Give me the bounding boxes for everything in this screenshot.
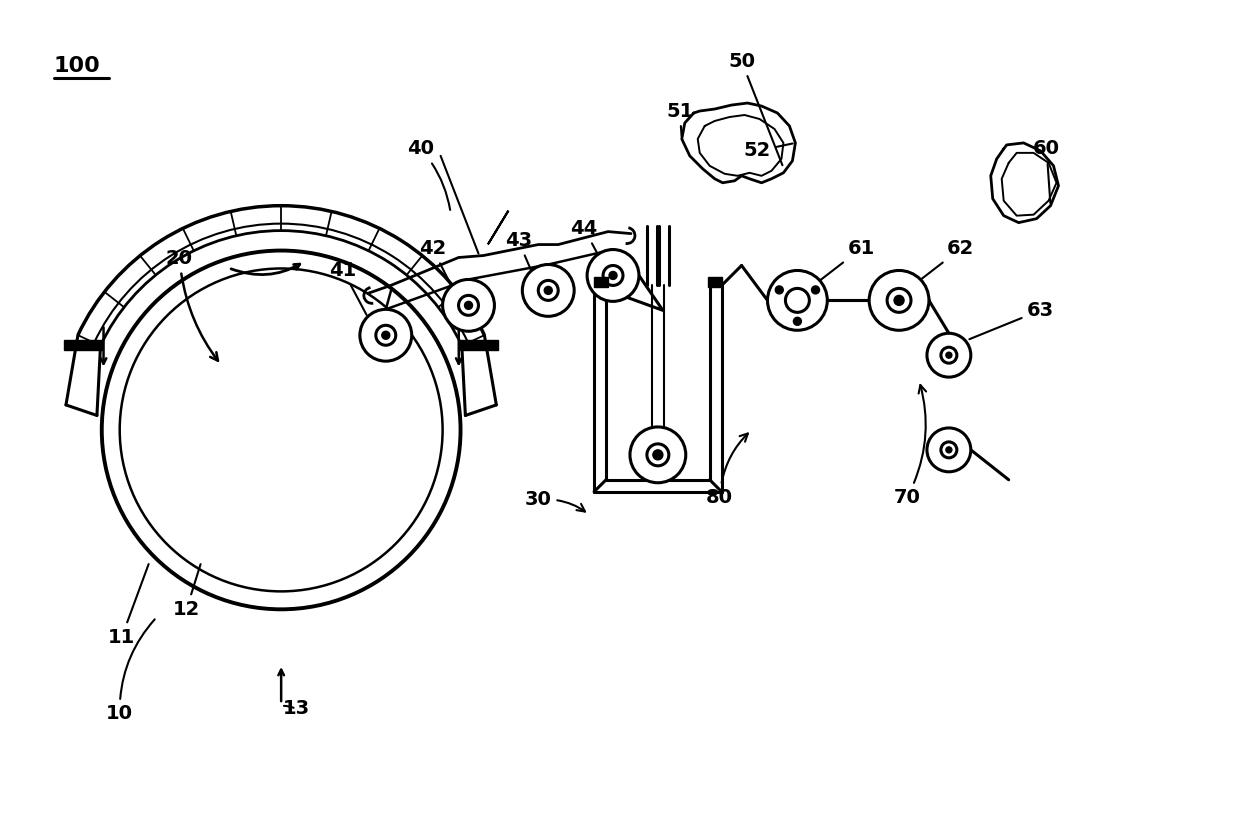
Circle shape (587, 250, 639, 301)
Circle shape (102, 251, 460, 609)
Circle shape (894, 296, 904, 305)
Circle shape (941, 347, 957, 363)
Text: 60: 60 (1033, 139, 1060, 203)
Text: 12: 12 (172, 564, 201, 619)
Circle shape (928, 428, 971, 472)
Polygon shape (682, 103, 795, 183)
Text: 30: 30 (525, 491, 585, 512)
Circle shape (775, 286, 784, 294)
Text: 51: 51 (666, 102, 693, 136)
Text: 100: 100 (53, 57, 100, 76)
Circle shape (946, 447, 952, 453)
Circle shape (382, 331, 389, 339)
Text: 40: 40 (407, 139, 450, 210)
Text: 43: 43 (505, 231, 532, 273)
Circle shape (794, 317, 801, 325)
Text: 63: 63 (970, 301, 1054, 339)
Text: 11: 11 (108, 564, 149, 647)
Text: 62: 62 (919, 239, 975, 281)
Text: 61: 61 (820, 239, 874, 281)
Circle shape (946, 352, 952, 358)
FancyBboxPatch shape (594, 278, 608, 287)
Text: 50: 50 (728, 52, 782, 165)
Circle shape (941, 442, 957, 458)
Circle shape (785, 288, 810, 312)
Circle shape (459, 296, 479, 315)
Circle shape (653, 450, 663, 459)
Text: 41: 41 (330, 261, 367, 314)
Circle shape (603, 265, 622, 286)
Circle shape (360, 310, 412, 361)
Text: 70: 70 (894, 385, 926, 507)
Text: 13: 13 (283, 699, 310, 718)
Text: 80: 80 (706, 433, 748, 507)
FancyBboxPatch shape (64, 340, 103, 350)
Circle shape (443, 279, 495, 331)
Circle shape (609, 271, 618, 279)
Circle shape (538, 280, 558, 301)
Circle shape (869, 270, 929, 330)
Text: 20: 20 (166, 249, 218, 360)
Circle shape (120, 269, 443, 591)
Circle shape (928, 333, 971, 377)
Circle shape (522, 265, 574, 316)
Text: 42: 42 (419, 239, 453, 288)
Circle shape (465, 301, 472, 310)
Circle shape (887, 288, 911, 312)
Circle shape (811, 286, 820, 294)
Circle shape (630, 427, 686, 482)
Circle shape (376, 325, 396, 346)
Text: 44: 44 (570, 219, 600, 258)
Circle shape (768, 270, 827, 330)
FancyBboxPatch shape (460, 340, 498, 350)
Text: 10: 10 (107, 619, 155, 723)
Text: 52: 52 (744, 142, 792, 161)
Circle shape (544, 287, 552, 294)
FancyBboxPatch shape (708, 278, 722, 287)
Circle shape (647, 444, 668, 466)
Polygon shape (991, 143, 1059, 223)
